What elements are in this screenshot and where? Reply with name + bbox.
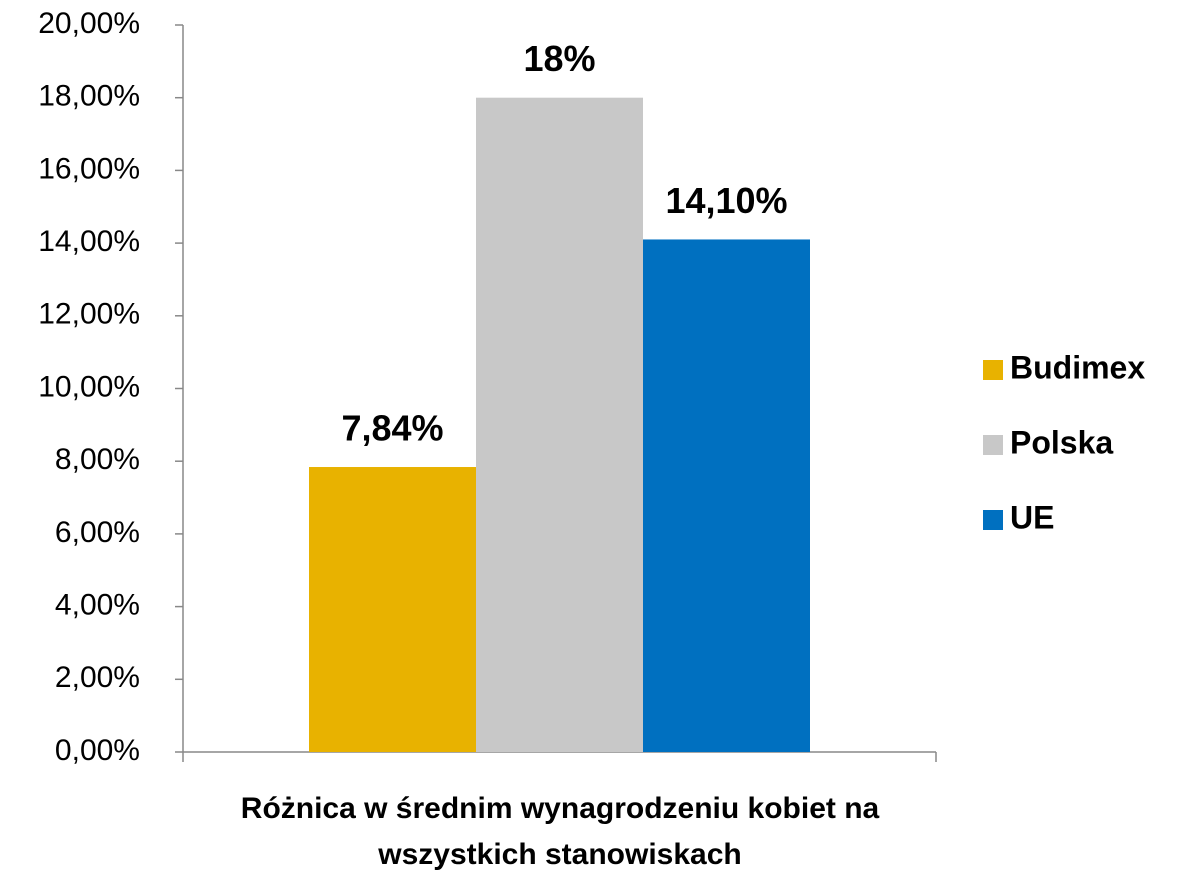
data-label: 14,10% — [665, 180, 787, 221]
legend-label: Budimex — [1010, 349, 1145, 385]
y-tick-label: 16,00% — [38, 152, 140, 185]
y-tick-label: 20,00% — [38, 7, 140, 40]
x-category-label: Różnica w średnim wynagrodzeniu kobiet n… — [240, 792, 880, 871]
y-tick-label: 14,00% — [38, 225, 140, 258]
y-tick-label: 2,00% — [55, 661, 140, 694]
y-tick-label: 8,00% — [55, 443, 140, 476]
y-tick-label: 10,00% — [38, 370, 140, 403]
legend-label: UE — [1010, 499, 1054, 535]
bar — [476, 97, 643, 752]
bar — [309, 467, 476, 752]
y-tick-label: 12,00% — [38, 298, 140, 331]
y-tick-label: 6,00% — [55, 516, 140, 549]
y-tick-label: 0,00% — [55, 734, 140, 767]
legend-swatch — [983, 510, 1003, 530]
bar — [643, 239, 810, 753]
y-tick-label: 18,00% — [38, 80, 140, 113]
legend-swatch — [983, 435, 1003, 455]
legend-swatch — [983, 360, 1003, 380]
data-label: 18% — [523, 38, 595, 79]
legend-label: Polska — [1010, 424, 1113, 460]
data-label: 7,84% — [341, 408, 443, 449]
y-tick-label: 4,00% — [55, 589, 140, 622]
